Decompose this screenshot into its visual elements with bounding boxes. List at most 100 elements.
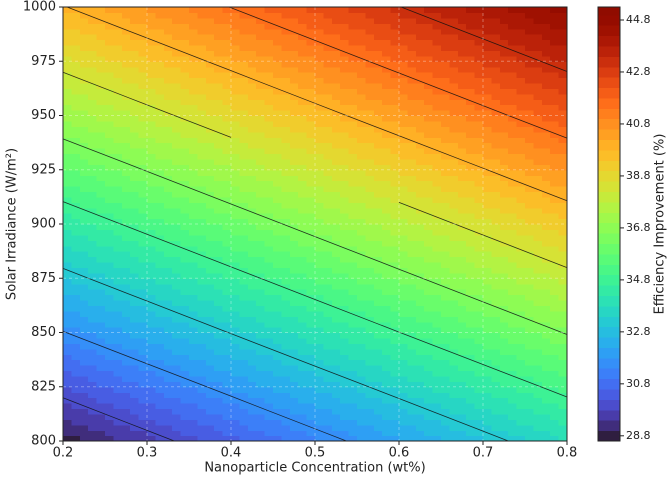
contour-cell — [559, 257, 568, 263]
contour-cell — [273, 67, 282, 73]
contour-cell — [130, 267, 139, 273]
contour-cell — [517, 305, 526, 311]
contour-cell — [71, 132, 80, 138]
contour-cell — [441, 208, 450, 214]
contour-cell — [458, 137, 467, 143]
contour-cell — [223, 365, 232, 371]
contour-cell — [206, 251, 215, 257]
contour-cell — [189, 430, 198, 436]
contour-cell — [508, 137, 517, 143]
contour-cell — [349, 289, 358, 295]
contour-cell — [307, 246, 316, 252]
contour-cell — [407, 197, 416, 203]
contour-cell — [315, 99, 324, 105]
contour-cell — [113, 360, 122, 366]
contour-cell — [542, 94, 551, 100]
colorbar-band — [598, 431, 620, 442]
contour-cell — [391, 408, 400, 414]
contour-cell — [172, 23, 181, 29]
x-tick-label: 0.4 — [221, 446, 242, 461]
contour-cell — [542, 349, 551, 355]
contour-cell — [189, 23, 198, 29]
contour-cell — [265, 376, 274, 382]
contour-cell — [491, 191, 500, 197]
contour-cell — [458, 398, 467, 404]
contour-cell — [500, 159, 509, 165]
contour-cell — [189, 425, 198, 431]
contour-cell — [139, 322, 148, 328]
contour-cell — [298, 349, 307, 355]
contour-cell — [139, 116, 148, 122]
contour-cell — [113, 240, 122, 246]
contour-cell — [63, 278, 72, 284]
contour-cell — [147, 45, 156, 51]
contour-cell — [500, 105, 509, 111]
contour-cell — [449, 83, 458, 89]
contour-cell — [525, 137, 534, 143]
contour-cell — [491, 34, 500, 40]
contour-cell — [189, 7, 198, 13]
contour-cell — [248, 175, 257, 181]
contour-cell — [357, 175, 366, 181]
contour-cell — [239, 99, 248, 105]
contour-cell — [323, 213, 332, 219]
contour-cell — [113, 61, 122, 67]
contour-cell — [256, 29, 265, 35]
contour-cell — [466, 61, 475, 67]
contour-cell — [550, 360, 559, 366]
contour-cell — [97, 159, 106, 165]
contour-cell — [164, 349, 173, 355]
contour-cell — [357, 121, 366, 127]
contour-cell — [214, 322, 223, 328]
contour-cell — [323, 246, 332, 252]
contour-cell — [147, 403, 156, 409]
contour-cell — [533, 284, 542, 290]
contour-cell — [441, 40, 450, 46]
contour-cell — [105, 224, 114, 230]
contour-cell — [139, 240, 148, 246]
contour-cell — [475, 170, 484, 176]
contour-cell — [122, 278, 131, 284]
contour-cell — [466, 398, 475, 404]
contour-cell — [433, 181, 442, 187]
contour-cell — [172, 34, 181, 40]
contour-cell — [466, 235, 475, 241]
contour-cell — [155, 408, 164, 414]
contour-cell — [332, 257, 341, 263]
contour-cell — [281, 202, 290, 208]
contour-cell — [559, 29, 568, 35]
contour-cell — [374, 45, 383, 51]
contour-cell — [273, 105, 282, 111]
contour-cell — [323, 414, 332, 420]
contour-cell — [239, 50, 248, 56]
contour-cell — [550, 88, 559, 94]
contour-cell — [88, 398, 97, 404]
contour-cell — [416, 148, 425, 154]
contour-cell — [130, 159, 139, 165]
contour-cell — [533, 45, 542, 51]
contour-cell — [323, 202, 332, 208]
contour-cell — [206, 360, 215, 366]
contour-cell — [281, 387, 290, 393]
contour-cell — [139, 94, 148, 100]
contour-cell — [559, 213, 568, 219]
contour-cell — [475, 370, 484, 376]
contour-cell — [155, 202, 164, 208]
contour-cell — [122, 338, 131, 344]
contour-cell — [517, 278, 526, 284]
contour-cell — [105, 430, 114, 436]
contour-cell — [281, 137, 290, 143]
contour-cell — [105, 23, 114, 29]
contour-cell — [533, 72, 542, 78]
contour-cell — [223, 213, 232, 219]
contour-cell — [424, 175, 433, 181]
contour-cell — [88, 153, 97, 159]
contour-cell — [307, 105, 316, 111]
contour-cell — [517, 403, 526, 409]
contour-cell — [466, 430, 475, 436]
contour-cell — [391, 267, 400, 273]
contour-cell — [491, 387, 500, 393]
contour-cell — [441, 365, 450, 371]
contour-cell — [265, 322, 274, 328]
contour-cell — [533, 267, 542, 273]
